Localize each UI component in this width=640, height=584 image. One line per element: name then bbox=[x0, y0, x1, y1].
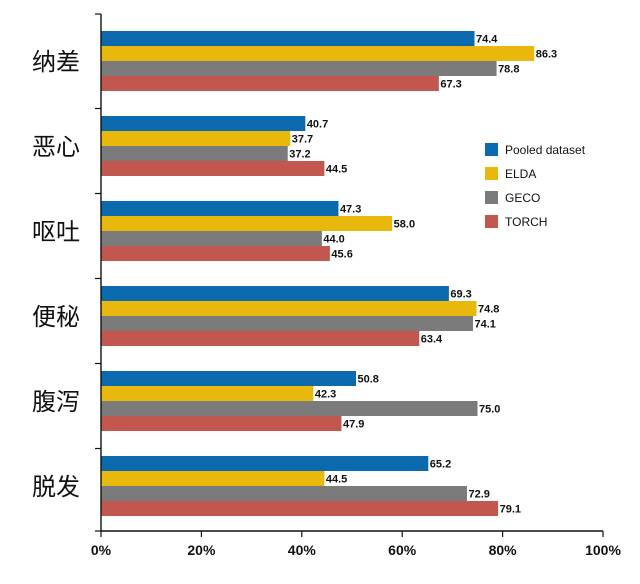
value-label-pooled-dataset-4: 69.3 bbox=[450, 289, 471, 301]
legend-label-torch: TORCH bbox=[505, 215, 547, 229]
axes-layer bbox=[95, 13, 604, 537]
bar-torch-6 bbox=[101, 501, 499, 516]
value-label-elda-6: 44.5 bbox=[326, 474, 347, 486]
legend-swatch-pooled-dataset bbox=[485, 143, 498, 156]
value-label-torch-1: 67.3 bbox=[440, 79, 461, 91]
value-label-geco-6: 72.9 bbox=[468, 489, 489, 501]
bar-pooled-dataset-1 bbox=[101, 31, 475, 46]
bar-geco-5 bbox=[101, 401, 478, 416]
bar-elda-1 bbox=[101, 46, 535, 61]
value-label-elda-1: 86.3 bbox=[536, 49, 557, 61]
x-tick-label-3: 40% bbox=[288, 542, 317, 558]
category-label-6: 脱发 bbox=[32, 473, 80, 501]
bar-torch-5 bbox=[101, 416, 342, 431]
bar-torch-1 bbox=[101, 76, 439, 91]
legend-swatch-geco bbox=[485, 191, 498, 204]
value-label-pooled-dataset-1: 74.4 bbox=[476, 34, 498, 46]
value-label-pooled-dataset-3: 47.3 bbox=[340, 204, 361, 216]
bar-geco-1 bbox=[101, 61, 497, 76]
tick-labels-layer: 0% 20% 40% 60% 80% 100% bbox=[91, 542, 622, 558]
legend-swatch-torch bbox=[485, 215, 498, 228]
bar-elda-4 bbox=[101, 301, 477, 316]
value-label-geco-2: 37.2 bbox=[289, 149, 310, 161]
bar-elda-2 bbox=[101, 131, 291, 146]
value-label-elda-3: 58.0 bbox=[394, 219, 415, 231]
bar-geco-4 bbox=[101, 316, 473, 331]
value-label-elda-2: 37.7 bbox=[292, 134, 313, 146]
value-label-torch-4: 63.4 bbox=[421, 334, 443, 346]
category-label-2: 恶心 bbox=[32, 133, 80, 161]
value-label-pooled-dataset-2: 40.7 bbox=[307, 119, 328, 131]
legend-label-pooled-dataset: Pooled dataset bbox=[505, 143, 586, 157]
value-label-geco-5: 75.0 bbox=[479, 404, 500, 416]
value-label-elda-4: 74.8 bbox=[478, 304, 499, 316]
legend-label-geco: GECO bbox=[505, 191, 540, 205]
legend-label-elda: ELDA bbox=[505, 167, 536, 181]
bar-elda-5 bbox=[101, 386, 314, 401]
x-tick-label-2: 20% bbox=[187, 542, 216, 558]
legend: Pooled dataset ELDA GECO TORCH bbox=[485, 143, 586, 229]
value-label-torch-2: 44.5 bbox=[326, 164, 347, 176]
value-label-elda-5: 42.3 bbox=[315, 389, 336, 401]
x-tick-label-1: 0% bbox=[91, 542, 112, 558]
bar-geco-6 bbox=[101, 486, 467, 501]
bar-pooled-dataset-3 bbox=[101, 201, 339, 216]
bars-layer bbox=[101, 31, 535, 516]
value-label-torch-5: 47.9 bbox=[343, 419, 364, 431]
bar-torch-3 bbox=[101, 246, 330, 261]
x-tick-label-5: 80% bbox=[489, 542, 518, 558]
bar-elda-6 bbox=[101, 471, 325, 486]
value-labels-layer: 74.4 86.3 78.8 67.3 40.7 37.7 37.2 44.5 47.3 58.0… bbox=[289, 34, 557, 516]
value-label-torch-6: 79.1 bbox=[500, 504, 521, 516]
value-label-torch-3: 45.6 bbox=[331, 249, 352, 261]
category-label-4: 便秘 bbox=[32, 303, 80, 331]
bar-geco-3 bbox=[101, 231, 322, 246]
bar-pooled-dataset-6 bbox=[101, 456, 429, 471]
value-label-pooled-dataset-5: 50.8 bbox=[358, 374, 379, 386]
value-label-geco-3: 44.0 bbox=[323, 234, 344, 246]
category-label-3: 呕吐 bbox=[32, 218, 80, 246]
value-label-geco-4: 74.1 bbox=[474, 319, 495, 331]
category-label-5: 腹泻 bbox=[32, 388, 80, 416]
x-tick-label-4: 60% bbox=[388, 542, 417, 558]
bar-elda-3 bbox=[101, 216, 393, 231]
bar-pooled-dataset-2 bbox=[101, 116, 306, 131]
bar-torch-4 bbox=[101, 331, 420, 346]
value-label-pooled-dataset-6: 65.2 bbox=[430, 459, 451, 471]
bar-geco-2 bbox=[101, 146, 288, 161]
legend-swatch-elda bbox=[485, 167, 498, 180]
value-label-geco-1: 78.8 bbox=[498, 64, 519, 76]
bar-pooled-dataset-5 bbox=[101, 371, 357, 386]
x-tick-label-6: 100% bbox=[585, 542, 621, 558]
category-label-1: 纳差 bbox=[32, 48, 80, 76]
bar-pooled-dataset-4 bbox=[101, 286, 449, 301]
bar-torch-2 bbox=[101, 161, 325, 176]
